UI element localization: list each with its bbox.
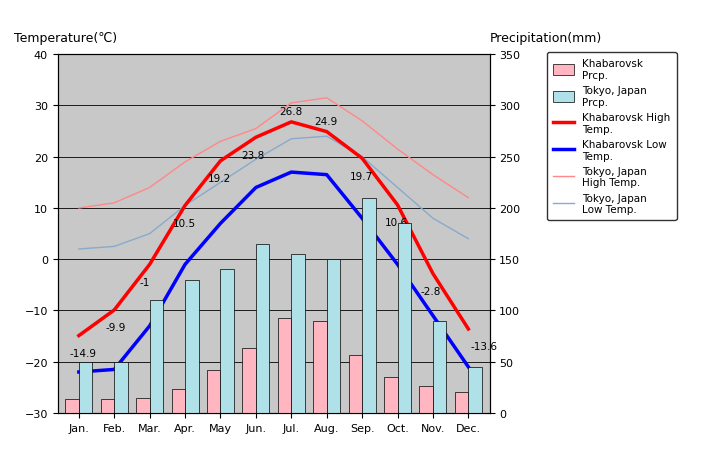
- Text: Precipitation(mm): Precipitation(mm): [490, 32, 602, 45]
- Bar: [101, 399, 114, 413]
- Bar: [256, 244, 269, 413]
- Text: -14.9: -14.9: [70, 348, 97, 358]
- Bar: [150, 301, 163, 413]
- Text: 10.5: 10.5: [173, 218, 196, 229]
- Bar: [66, 399, 79, 413]
- Bar: [455, 392, 468, 413]
- Bar: [313, 321, 327, 413]
- Bar: [79, 362, 92, 413]
- Bar: [420, 386, 433, 413]
- Text: 24.9: 24.9: [315, 117, 338, 127]
- Text: -2.8: -2.8: [420, 286, 441, 297]
- Bar: [468, 367, 482, 413]
- Text: -9.9: -9.9: [105, 323, 126, 333]
- Bar: [207, 370, 220, 413]
- Bar: [171, 390, 185, 413]
- Bar: [136, 398, 150, 413]
- Bar: [348, 355, 362, 413]
- Bar: [114, 362, 127, 413]
- Bar: [433, 321, 446, 413]
- Bar: [278, 318, 292, 413]
- Text: 10.6: 10.6: [385, 218, 408, 228]
- Legend: Khabarovsk
Prcp., Tokyo, Japan
Prcp., Khabarovsk High
Temp., Khabarovsk Low
Temp: Khabarovsk Prcp., Tokyo, Japan Prcp., Kh…: [546, 53, 677, 221]
- Text: 19.7: 19.7: [350, 171, 373, 181]
- Bar: [185, 280, 199, 413]
- Bar: [292, 255, 305, 413]
- Text: -13.6: -13.6: [470, 341, 497, 352]
- Bar: [397, 224, 411, 413]
- Bar: [243, 349, 256, 413]
- Text: 23.8: 23.8: [242, 151, 265, 160]
- Bar: [384, 377, 397, 413]
- Bar: [327, 260, 340, 413]
- Text: 19.2: 19.2: [208, 174, 231, 184]
- Text: Temperature(℃): Temperature(℃): [14, 32, 117, 45]
- Bar: [220, 270, 234, 413]
- Text: 26.8: 26.8: [279, 107, 302, 117]
- Bar: [362, 198, 376, 413]
- Text: -1: -1: [139, 277, 150, 287]
